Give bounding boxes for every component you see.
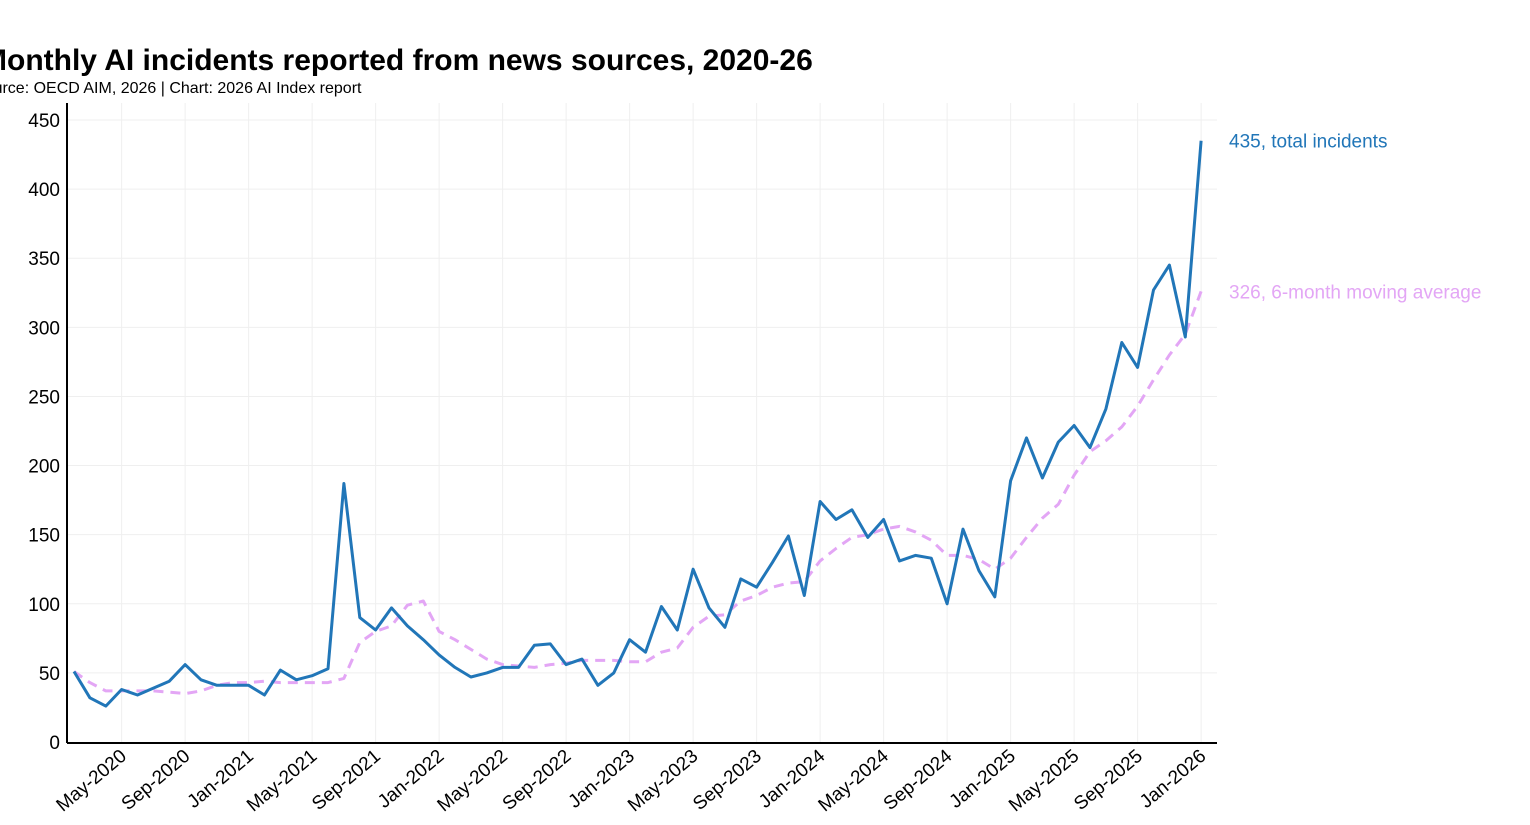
axes [66,103,1217,744]
total-incidents-line [72,140,1203,708]
x-tick-label: Sep-2020 [118,746,195,815]
moving-average-end-label: 326, 6-month moving average [1229,282,1481,303]
y-tick-label: 350 [28,249,60,270]
end-labels: 435, total incidents 326, 6-month moving … [1229,132,1481,304]
y-tick-label: 50 [39,664,60,685]
x-tick-label: May-2025 [1005,746,1083,816]
y-tick-label: 450 [28,111,60,132]
x-tick-label: Sep-2025 [1070,746,1147,815]
x-tick-label: May-2022 [434,746,512,816]
y-tick-label: 300 [28,318,60,339]
chart-subtitle: Source: OECD AIM, 2026 | Chart: 2026 AI … [0,80,362,97]
x-axis-ticks: May-2020Sep-2020Jan-2021May-2021Sep-2021… [53,745,1211,816]
x-tick-label: Sep-2021 [308,746,385,815]
x-tick-label: Jan-2026 [1136,746,1210,813]
y-tick-label: 400 [28,180,60,201]
x-tick-label: Sep-2023 [689,746,766,815]
y-tick-label: 0 [49,733,60,754]
y-tick-label: 100 [28,595,60,616]
y-tick-label: 250 [28,387,60,408]
x-tick-label: May-2020 [53,746,131,816]
y-tick-label: 200 [28,457,60,478]
x-tick-label: May-2023 [624,746,702,816]
chart-title: Monthly AI incidents reported from news … [0,44,813,77]
y-tick-label: 150 [28,526,60,547]
x-tick-label: Sep-2024 [880,745,957,814]
series-lines [72,140,1203,708]
y-axis-ticks: 0 50 100 150 200 250 300 350 400 450 [28,111,60,754]
gridlines [67,103,1217,743]
x-tick-label: May-2021 [243,746,321,816]
total-incidents-end-label: 435, total incidents [1229,132,1387,153]
x-tick-label: Sep-2022 [499,746,576,815]
moving-average-line [73,290,1203,696]
x-tick-label: May-2024 [815,745,894,816]
